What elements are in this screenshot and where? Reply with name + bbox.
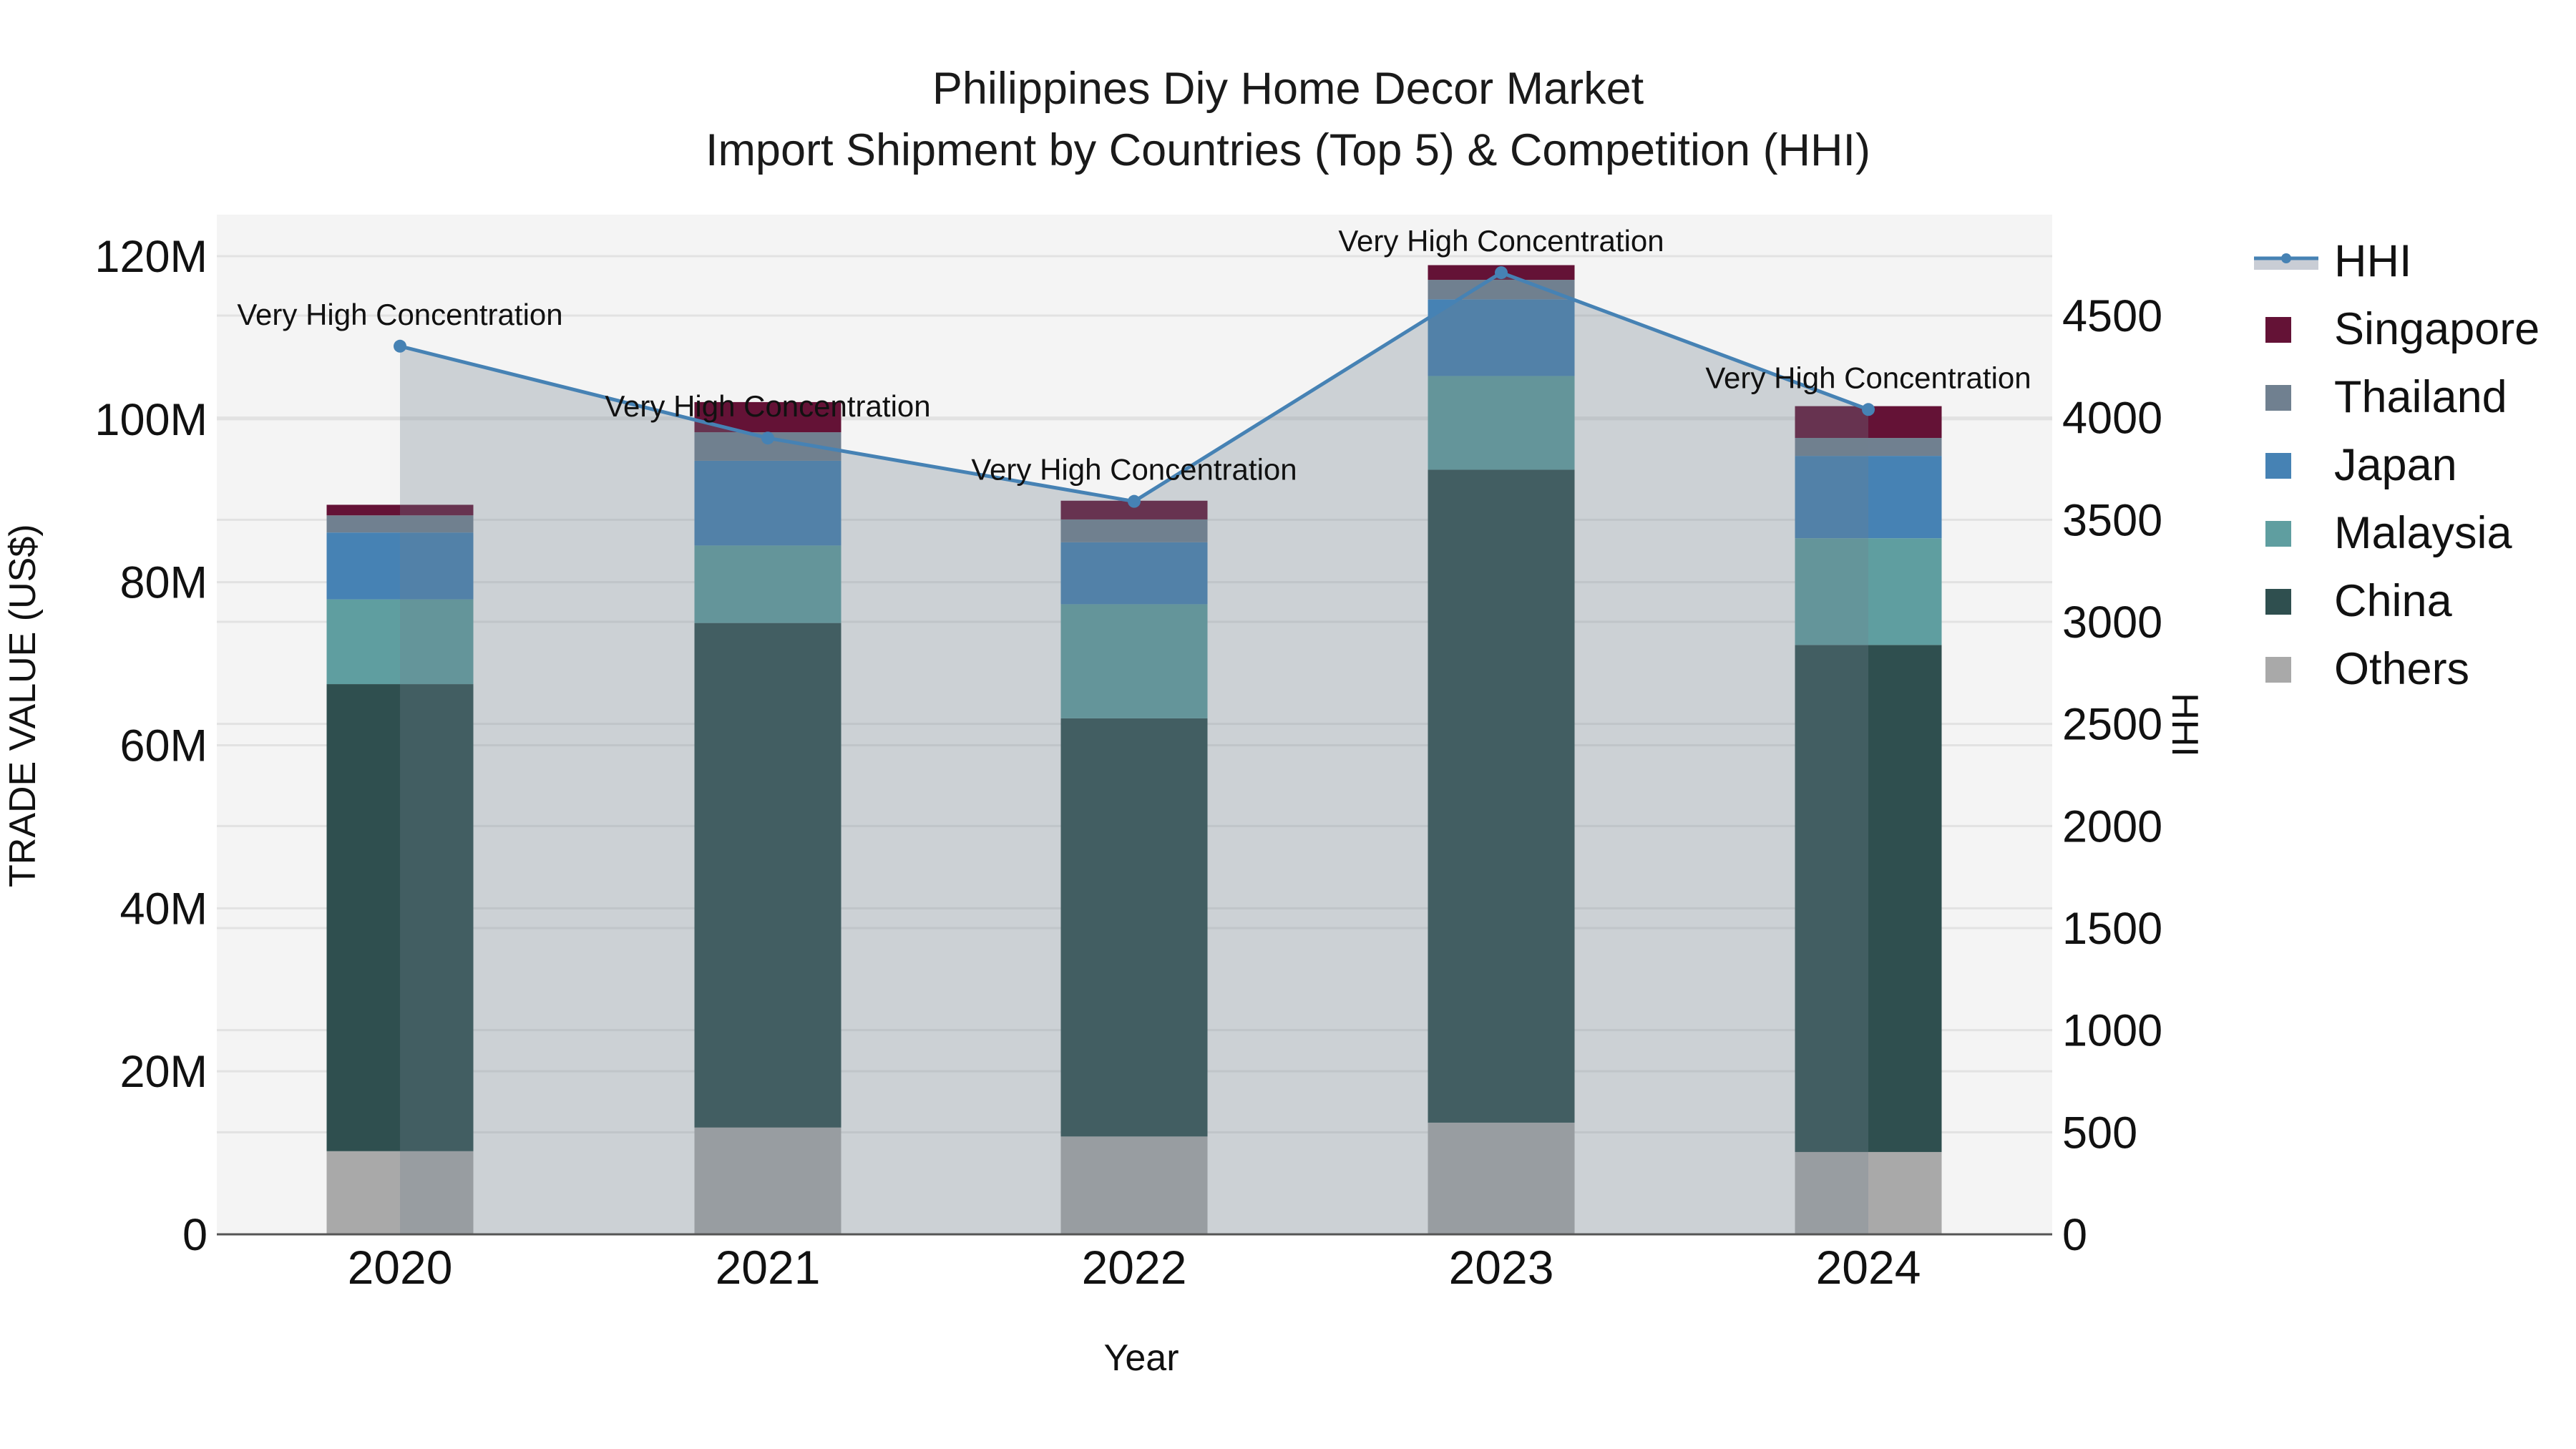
y-right-tick-labels: 0 500 1000 1500 2000 2500 3000 3500 4000 4500	[2062, 291, 2162, 1260]
svg-text:3000: 3000	[2062, 597, 2162, 648]
svg-text:0: 0	[182, 1210, 208, 1260]
svg-text:500: 500	[2062, 1108, 2137, 1158]
hhi-point-2021[interactable]	[761, 431, 774, 445]
svg-text:2000: 2000	[2062, 801, 2162, 852]
bar-segment-malaysia-2022	[1060, 604, 1208, 718]
svg-text:2021: 2021	[716, 1241, 821, 1294]
x-axis-title: Year	[1103, 1337, 1179, 1379]
chart-title-line-1: Philippines Diy Home Decor Market	[932, 64, 1644, 114]
legend-label: Malaysia	[2334, 508, 2512, 558]
svg-text:4500: 4500	[2062, 291, 2162, 341]
svg-text:2024: 2024	[1816, 1241, 1921, 1294]
hhi-point-2022[interactable]	[1128, 494, 1141, 508]
hhi-point-2024[interactable]	[1862, 403, 1875, 416]
hhi-annotation: Very High Concentration	[605, 389, 930, 423]
bar-segment-japan-2023	[1428, 299, 1575, 376]
svg-text:120M: 120M	[94, 232, 208, 282]
legend-label: China	[2334, 576, 2452, 626]
bar-segment-china-2021	[694, 623, 841, 1128]
legend-label: HHI	[2334, 236, 2412, 286]
bar-segment-china-2022	[1060, 718, 1208, 1137]
legend-label: Singapore	[2334, 304, 2540, 354]
color-swatch-icon	[2265, 384, 2291, 411]
legend-label: Thailand	[2334, 372, 2507, 422]
svg-text:100M: 100M	[94, 395, 208, 445]
svg-text:4000: 4000	[2062, 394, 2162, 444]
bar-segment-japan-2020	[326, 532, 474, 600]
bar-segment-others-2023	[1428, 1122, 1575, 1234]
bar-segment-china-2020	[326, 684, 474, 1151]
bar-segment-japan-2024	[1795, 456, 1942, 539]
bar-segment-china-2024	[1795, 645, 1942, 1152]
hhi-annotation: Very High Concentration	[1338, 224, 1664, 258]
bar-segment-thailand-2022	[1060, 519, 1208, 542]
bar-segment-japan-2022	[1060, 542, 1208, 605]
bar-segment-malaysia-2020	[326, 599, 474, 685]
hhi-annotation: Very High Concentration	[1705, 361, 2031, 394]
svg-text:40M: 40M	[119, 884, 208, 934]
bar-segment-malaysia-2021	[694, 545, 841, 623]
hhi-point-2023[interactable]	[1495, 266, 1508, 280]
bar-segment-thailand-2024	[1795, 438, 1942, 457]
x-tick-labels: 2020 2021 2022 2023 2024	[348, 1241, 1921, 1294]
svg-text:80M: 80M	[119, 558, 208, 608]
hhi-line	[394, 266, 1875, 508]
stacked-bars	[326, 265, 1942, 1234]
color-swatch-icon	[2265, 520, 2291, 547]
bar-segment-thailand-2020	[326, 515, 474, 533]
bar-segment-others-2020	[326, 1151, 474, 1234]
svg-text:2023: 2023	[1449, 1241, 1554, 1294]
line-marker-icon	[2254, 253, 2318, 270]
color-swatch-icon	[2265, 656, 2291, 683]
legend-label: Japan	[2334, 440, 2457, 490]
svg-text:2020: 2020	[348, 1241, 453, 1294]
bar-segment-malaysia-2023	[1428, 376, 1575, 470]
hhi-point-2020[interactable]	[394, 339, 406, 353]
bar-segment-others-2021	[694, 1127, 841, 1234]
color-swatch-icon	[2265, 588, 2291, 615]
svg-text:2500: 2500	[2062, 700, 2162, 750]
bar-segment-japan-2021	[694, 460, 841, 546]
bar-segment-singapore-2020	[326, 504, 474, 516]
y-left-axis-title: TRADE VALUE (US$)	[2, 524, 44, 887]
chart-title-line-2: Import Shipment by Countries (Top 5) & C…	[705, 125, 1871, 175]
y-left-tick-labels: 0 20M 40M 60M 80M 100M 120M	[94, 232, 208, 1260]
hhi-annotations: Very High Concentration Very High Concent…	[237, 224, 2031, 487]
svg-text:1500: 1500	[2062, 904, 2162, 954]
bar-segment-others-2022	[1060, 1136, 1208, 1234]
svg-text:2022: 2022	[1082, 1241, 1187, 1294]
hhi-fill-area	[400, 273, 1868, 1235]
bar-segment-others-2024	[1795, 1151, 1942, 1234]
hhi-annotation: Very High Concentration	[971, 453, 1297, 487]
hhi-annotation: Very High Concentration	[237, 298, 562, 331]
svg-text:1000: 1000	[2062, 1006, 2162, 1056]
svg-text:0: 0	[2062, 1210, 2087, 1260]
bar-segment-china-2023	[1428, 469, 1575, 1123]
y-right-axis-title: HHI	[2164, 693, 2205, 757]
bar-segment-malaysia-2024	[1795, 538, 1942, 645]
color-swatch-icon	[2265, 452, 2291, 479]
color-swatch-icon	[2265, 316, 2291, 343]
svg-text:60M: 60M	[119, 721, 208, 771]
svg-text:3500: 3500	[2062, 495, 2162, 545]
legend-label: Others	[2334, 644, 2470, 694]
svg-text:20M: 20M	[119, 1047, 208, 1097]
